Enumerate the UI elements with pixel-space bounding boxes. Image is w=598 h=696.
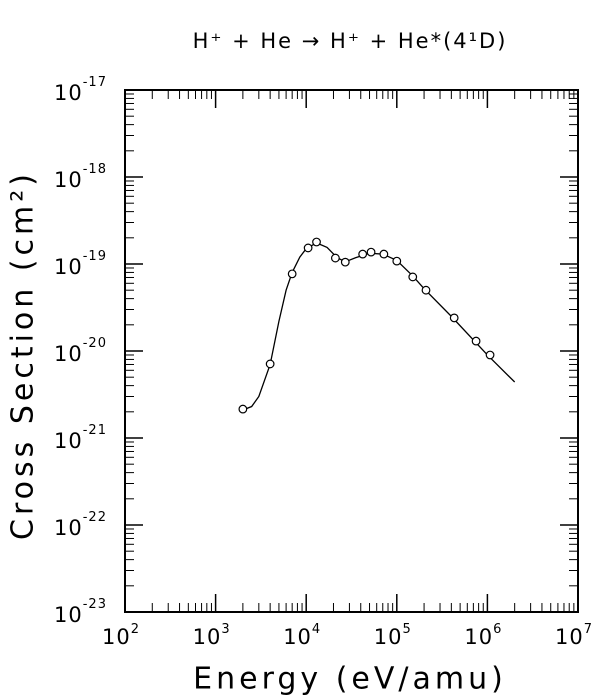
data-point — [303, 243, 313, 253]
x-tick-base: 10 — [102, 625, 131, 649]
x-tick-label: 103 — [193, 622, 231, 650]
x-axis-label: Energy (eV/amu) — [193, 662, 507, 696]
y-tick-label: 10-18 — [54, 162, 107, 193]
y-axis-label: Cross Section (cm²) — [6, 170, 41, 540]
data-point — [408, 272, 418, 282]
y-tick-label: 10-22 — [54, 510, 107, 541]
y-tick-exponent: -23 — [83, 597, 107, 612]
x-tick-exponent: 3 — [221, 622, 230, 637]
x-tick-exponent: 7 — [584, 622, 593, 637]
x-tick-label: 102 — [102, 622, 140, 650]
y-tick-base: 10 — [54, 255, 83, 279]
x-tick-base: 10 — [374, 625, 403, 649]
y-tick-base: 10 — [54, 516, 83, 540]
x-tick-base: 10 — [283, 625, 312, 649]
y-tick-base: 10 — [54, 81, 83, 105]
x-tick-label: 107 — [555, 622, 593, 650]
data-point — [287, 269, 297, 279]
plot-frame — [124, 89, 579, 613]
data-point — [330, 253, 340, 263]
y-tick-label: 10-19 — [54, 249, 107, 280]
y-tick-label: 10-17 — [54, 75, 107, 106]
y-tick-label: 10-21 — [54, 423, 107, 454]
y-tick-label: 10-20 — [54, 336, 107, 367]
data-point — [392, 256, 402, 266]
fit-line — [242, 242, 516, 411]
y-tick-base: 10 — [54, 429, 83, 453]
x-tick-exponent: 2 — [131, 622, 140, 637]
y-tick-exponent: -21 — [83, 423, 107, 438]
y-tick-base: 10 — [54, 342, 83, 366]
y-tick-base: 10 — [54, 603, 83, 627]
y-tick-label: 10-23 — [54, 597, 107, 628]
x-tick-label: 105 — [374, 622, 412, 650]
x-tick-base: 10 — [193, 625, 222, 649]
data-point — [471, 336, 481, 346]
data-point — [238, 404, 248, 414]
chart-title: H⁺ + He → H⁺ + He*(4¹D) — [193, 29, 508, 53]
x-tick-label: 106 — [464, 622, 502, 650]
y-tick-base: 10 — [54, 168, 83, 192]
data-point — [485, 350, 495, 360]
x-tick-base: 10 — [555, 625, 584, 649]
x-tick-exponent: 4 — [312, 622, 321, 637]
data-point — [312, 237, 321, 247]
data-point — [379, 249, 389, 259]
y-tick-exponent: -22 — [83, 510, 107, 525]
x-tick-exponent: 5 — [403, 622, 412, 637]
data-point — [449, 313, 459, 323]
y-tick-exponent: -19 — [83, 249, 107, 264]
y-tick-exponent: -20 — [83, 336, 107, 351]
y-tick-exponent: -18 — [83, 162, 107, 177]
x-tick-label: 104 — [283, 622, 321, 650]
y-tick-exponent: -17 — [83, 75, 107, 90]
x-tick-exponent: 6 — [493, 622, 502, 637]
x-tick-base: 10 — [464, 625, 493, 649]
data-point — [265, 359, 275, 369]
data-point — [421, 285, 431, 295]
data-point — [340, 257, 350, 267]
data-point — [358, 249, 368, 259]
data-point — [366, 247, 376, 257]
